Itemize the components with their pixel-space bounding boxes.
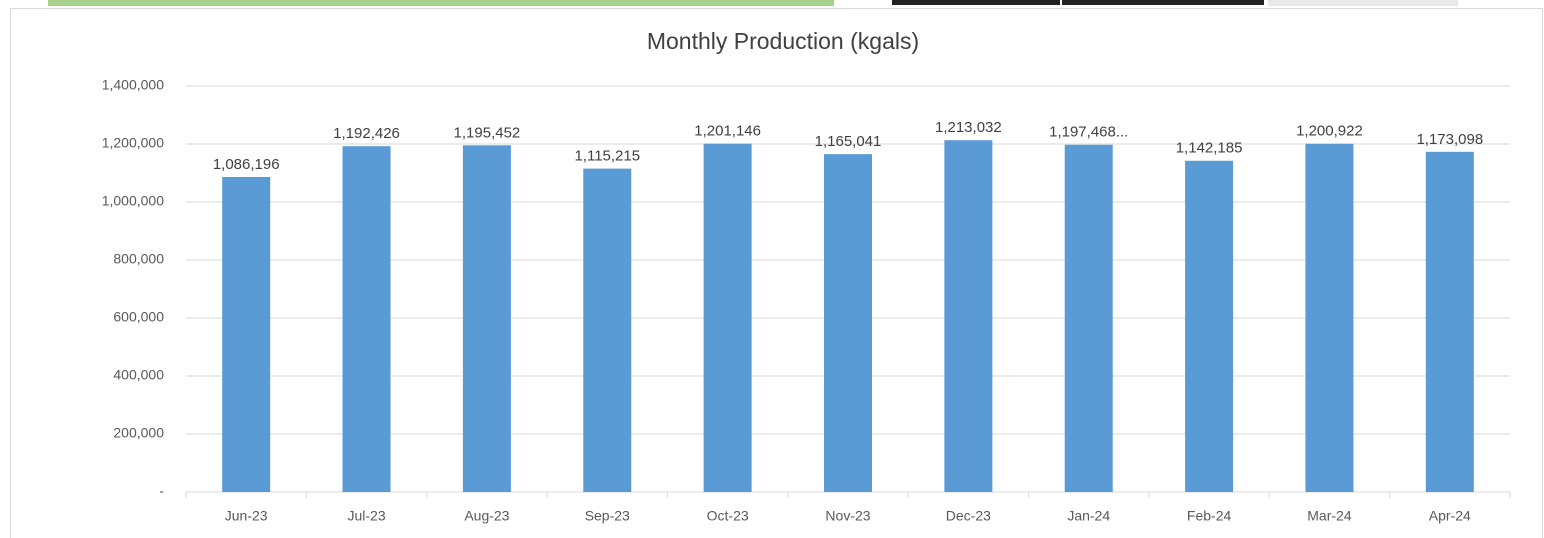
y-tick-label: 1,000,000 xyxy=(102,193,164,209)
value-label: 1,086,196 xyxy=(213,156,280,173)
bar xyxy=(824,154,872,492)
bar xyxy=(1064,144,1113,492)
bar xyxy=(944,140,993,493)
x-tick-label: Feb-24 xyxy=(1187,508,1232,524)
x-tick-label: Mar-24 xyxy=(1307,508,1352,524)
bar xyxy=(222,177,271,492)
value-label: 1,213,032 xyxy=(935,119,1002,136)
toolbar-strip xyxy=(1062,0,1264,5)
bar xyxy=(1185,160,1234,492)
x-tick-label: Aug-23 xyxy=(464,508,509,524)
value-label: 1,201,146 xyxy=(694,123,761,140)
toolbar-strip xyxy=(1268,0,1458,6)
x-tick-label: Jun-23 xyxy=(225,508,268,524)
y-tick-label: 200,000 xyxy=(113,425,164,441)
toolbar-strip xyxy=(892,0,1060,5)
value-label: 1,195,452 xyxy=(454,124,521,141)
value-label: 1,115,215 xyxy=(574,148,640,165)
y-tick-label: 600,000 xyxy=(113,309,164,325)
bar xyxy=(342,146,391,492)
bar xyxy=(1425,151,1474,492)
value-label: 1,165,041 xyxy=(815,133,882,150)
x-tick-label: Dec-23 xyxy=(946,508,991,524)
value-label: 1,197,468... xyxy=(1049,124,1128,141)
bar xyxy=(1305,143,1354,493)
x-tick-label: Oct-23 xyxy=(707,508,749,524)
y-tick-label: 1,400,000 xyxy=(102,77,164,93)
y-tick-label: 800,000 xyxy=(113,251,164,267)
toolbar-strip xyxy=(48,0,834,6)
value-label: 1,142,185 xyxy=(1176,140,1243,157)
x-tick-label: Jul-23 xyxy=(347,508,385,524)
bar xyxy=(462,145,511,493)
x-tick-label: Jan-24 xyxy=(1067,508,1110,524)
x-tick-label: Sep-23 xyxy=(585,508,630,524)
value-label: 1,192,426 xyxy=(333,125,400,142)
x-tick-label: Apr-24 xyxy=(1429,508,1471,524)
value-label: 1,200,922 xyxy=(1296,123,1363,140)
bar xyxy=(583,168,632,492)
chart-title: Monthly Production (kgals) xyxy=(647,28,919,54)
y-tick-label: 400,000 xyxy=(113,367,164,383)
y-tick-label: - xyxy=(159,483,164,499)
bar xyxy=(703,143,752,492)
y-tick-label: 1,200,000 xyxy=(102,135,164,151)
value-label: 1,173,098 xyxy=(1416,131,1483,148)
x-tick-label: Nov-23 xyxy=(825,508,870,524)
